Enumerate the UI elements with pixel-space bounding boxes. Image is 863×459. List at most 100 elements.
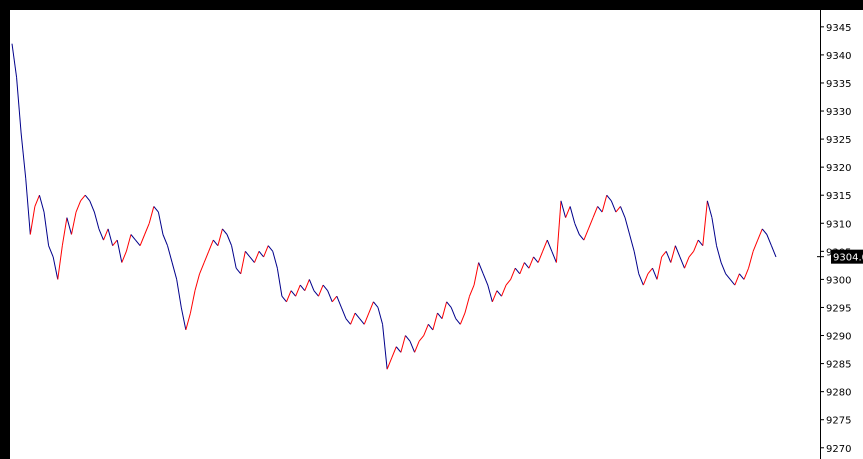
price-line-segment bbox=[729, 279, 736, 286]
price-line-segment bbox=[597, 206, 603, 213]
price-line-segment bbox=[258, 251, 265, 258]
price-line-segment bbox=[446, 301, 452, 308]
price-line-segment bbox=[98, 228, 104, 241]
price-line-segment bbox=[125, 234, 132, 252]
price-line-segment bbox=[231, 245, 237, 269]
price-line-segment bbox=[139, 234, 146, 246]
price-line-segment bbox=[272, 251, 278, 269]
price-line-segment bbox=[578, 234, 585, 241]
price-line-segment bbox=[327, 290, 333, 303]
price-line-segment bbox=[382, 324, 388, 370]
price-line-segment bbox=[116, 240, 123, 263]
price-line-segment bbox=[734, 273, 740, 286]
y-tick-label: 9275 bbox=[826, 416, 851, 427]
y-tick-label: 9345 bbox=[826, 23, 851, 34]
y-tick-label: 9270 bbox=[826, 444, 851, 455]
price-line-segment bbox=[20, 133, 27, 179]
price-line-segment bbox=[743, 267, 750, 280]
price-line-segment bbox=[38, 195, 45, 213]
price-line-segment bbox=[757, 228, 763, 241]
price-line-segment bbox=[647, 267, 653, 275]
price-line-segment bbox=[222, 228, 228, 235]
price-line-segment bbox=[84, 194, 91, 202]
y-tick-label: 9290 bbox=[826, 332, 851, 343]
price-line-segment bbox=[276, 268, 283, 297]
price-line-segment bbox=[587, 217, 594, 230]
price-line-segment bbox=[61, 217, 68, 246]
price-line-segment bbox=[304, 279, 310, 291]
price-line-segment bbox=[409, 340, 416, 353]
price-line-segment bbox=[697, 239, 704, 247]
y-tick-label: 9285 bbox=[826, 360, 851, 371]
price-line-segment bbox=[638, 273, 644, 286]
price-line-segment bbox=[583, 228, 589, 241]
price-line-segment bbox=[391, 346, 397, 359]
price-line-segment bbox=[528, 256, 534, 269]
price-line-segment bbox=[688, 251, 695, 258]
price-line-segment bbox=[720, 262, 727, 274]
price-line-segment bbox=[739, 273, 745, 280]
price-line-segment bbox=[482, 273, 489, 286]
price-line-segment bbox=[711, 217, 718, 246]
price-line-segment bbox=[180, 307, 187, 331]
price-line-segment bbox=[336, 296, 342, 308]
y-tick-label: 9335 bbox=[826, 79, 851, 90]
price-line-segment bbox=[80, 194, 86, 202]
price-line-segment bbox=[560, 200, 567, 218]
price-line-segment bbox=[281, 295, 287, 303]
price-line-segment bbox=[592, 206, 599, 218]
price-line-segment bbox=[441, 301, 448, 319]
price-line-segment bbox=[299, 284, 306, 291]
price-line-segment bbox=[459, 312, 466, 325]
price-line-segment bbox=[748, 251, 754, 269]
price-line-segment bbox=[665, 251, 672, 263]
price-line-segment bbox=[487, 284, 493, 302]
price-line-segment bbox=[249, 256, 255, 263]
price-line-segment bbox=[642, 273, 649, 286]
price-line-segment bbox=[176, 279, 182, 308]
price-line-segment bbox=[514, 267, 521, 275]
price-line-segment bbox=[400, 335, 406, 353]
price-line-segment bbox=[615, 206, 621, 213]
price-line-segment bbox=[702, 200, 708, 246]
price-line-segment bbox=[16, 77, 22, 134]
y-tick-label: 9295 bbox=[826, 303, 851, 314]
price-line-segment bbox=[130, 234, 136, 241]
price-line-segment bbox=[569, 206, 576, 224]
price-line-segment bbox=[25, 178, 31, 235]
price-line-segment bbox=[565, 206, 571, 218]
price-line-segment bbox=[331, 295, 338, 303]
price-line-segment bbox=[661, 251, 667, 258]
price-line-segment bbox=[194, 273, 201, 291]
price-line-segment bbox=[610, 200, 617, 213]
y-tick-label: 9280 bbox=[826, 388, 851, 399]
y-tick-label: 9300 bbox=[826, 275, 851, 286]
y-tick-label: 9320 bbox=[826, 163, 851, 174]
price-line-segment bbox=[437, 312, 443, 320]
price-line-segment bbox=[432, 312, 438, 331]
price-line-segment bbox=[706, 200, 713, 218]
price-line-segment bbox=[167, 245, 173, 263]
price-line-segment bbox=[725, 273, 731, 280]
y-tick-label: 9340 bbox=[826, 51, 851, 62]
price-line-segment bbox=[185, 312, 191, 331]
price-line-chart bbox=[11, 43, 777, 370]
price-line-segment bbox=[629, 234, 635, 252]
price-line-segment bbox=[478, 262, 484, 274]
price-line-segment bbox=[418, 335, 425, 342]
price-line-segment bbox=[395, 346, 402, 353]
price-line-segment bbox=[75, 200, 82, 213]
price-line-segment bbox=[359, 318, 365, 325]
price-line-segment bbox=[240, 251, 246, 274]
price-line-segment bbox=[157, 211, 164, 235]
price-line-segment bbox=[619, 206, 626, 218]
price-line-segment bbox=[57, 245, 63, 280]
price-tick-group: 9345934093359330932593209315931093059300… bbox=[821, 23, 851, 455]
y-tick-label: 9330 bbox=[826, 107, 851, 118]
price-line-segment bbox=[107, 228, 114, 246]
price-line-segment bbox=[34, 195, 40, 207]
current-price-box bbox=[831, 249, 863, 264]
price-line-segment bbox=[199, 262, 205, 274]
price-line-segment bbox=[29, 206, 36, 235]
